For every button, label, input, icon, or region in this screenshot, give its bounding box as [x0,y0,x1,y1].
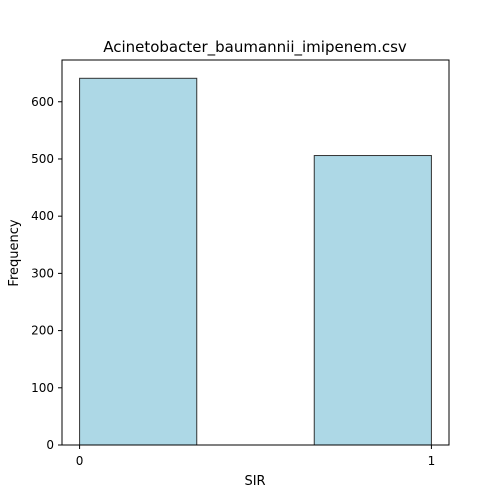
bars-group [79,77,432,446]
y-tick-label-1: 100 [31,381,54,395]
histogram-bar-1 [313,155,432,446]
y-axis-label: Frequency [7,219,22,286]
x-tick-label-0: 0 [76,454,84,468]
x-tick-label-1: 1 [428,454,436,468]
chart-title: Acinetobacter_baumannii_imipenem.csv [103,38,407,57]
y-axis-ticks: 0 100 200 300 400 500 600 [31,95,62,452]
y-tick-label-6: 600 [31,95,54,109]
axes-frame [61,59,450,446]
y-tick-label-0: 0 [46,438,54,452]
y-tick-label-4: 400 [31,209,54,223]
x-axis-label: SIR [244,474,265,489]
y-tick-label-5: 500 [31,152,54,166]
y-tick-label-3: 300 [31,266,54,280]
y-tick-label-2: 200 [31,324,54,338]
histogram-bar-0 [79,77,198,446]
